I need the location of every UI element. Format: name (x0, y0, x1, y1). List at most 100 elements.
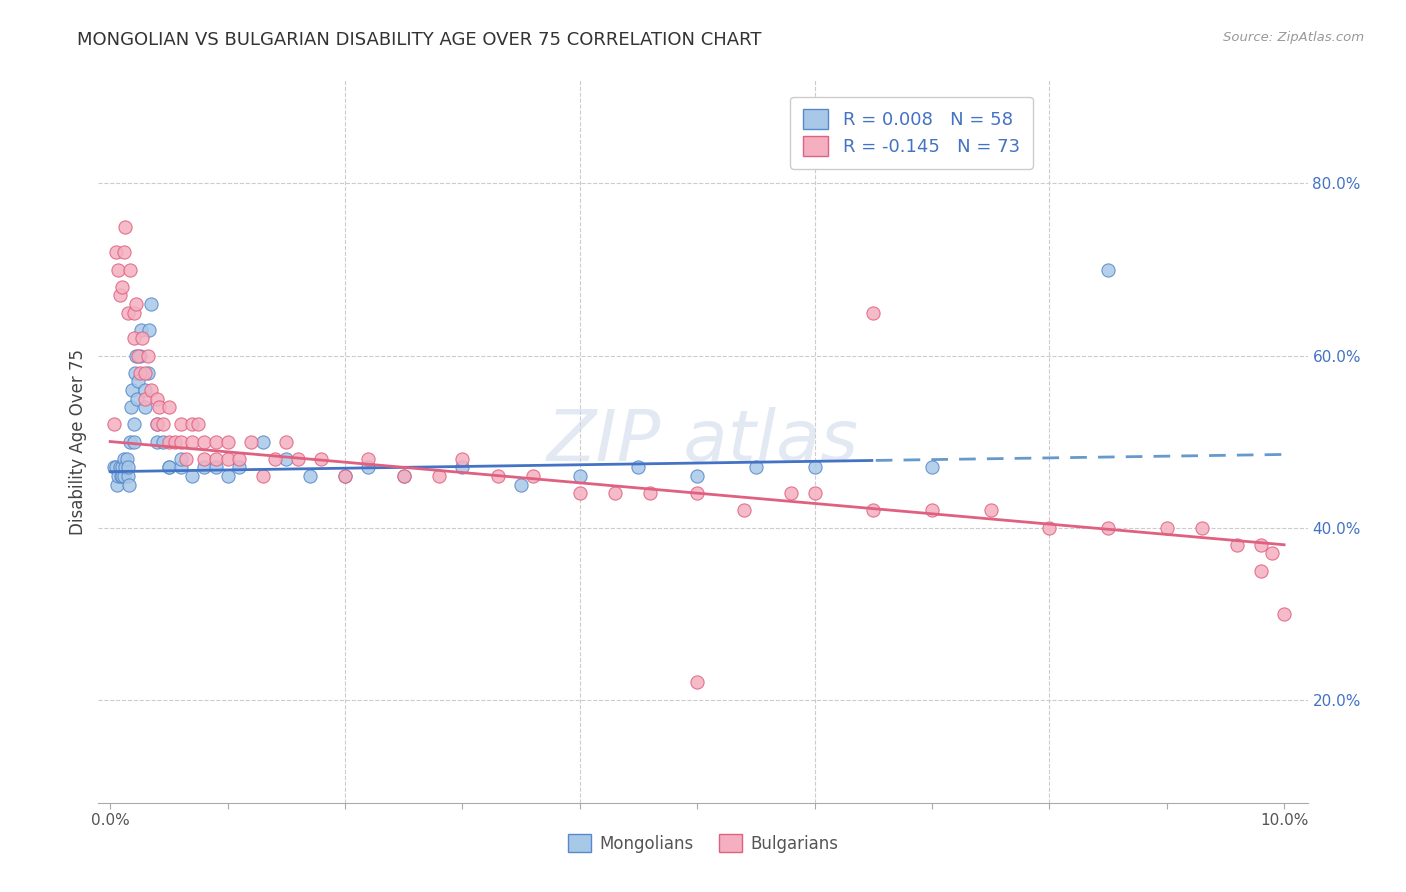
Point (146, 392, 169, 406)
Point (114, 219, 136, 234)
Point (128, 366, 150, 380)
Point (298, 469, 321, 483)
Point (146, 417, 169, 432)
Point (252, 434, 274, 449)
Point (157, 434, 180, 449)
Point (120, 262, 142, 277)
Point (228, 451, 250, 466)
Point (127, 375, 149, 389)
Point (136, 366, 159, 380)
Point (638, 486, 661, 500)
Point (181, 434, 204, 449)
Point (176, 451, 198, 466)
Point (204, 460, 226, 475)
Point (451, 451, 474, 466)
Point (1191, 520, 1213, 534)
Point (568, 469, 591, 483)
Point (204, 451, 226, 466)
Point (240, 434, 263, 449)
Point (745, 460, 768, 475)
Point (357, 451, 380, 466)
Text: MONGOLIAN VS BULGARIAN DISABILITY AGE OVER 75 CORRELATION CHART: MONGOLIAN VS BULGARIAN DISABILITY AGE OV… (77, 31, 762, 49)
Point (105, 477, 128, 491)
Point (111, 460, 134, 475)
Point (427, 469, 450, 483)
Point (686, 469, 709, 483)
Point (522, 469, 544, 483)
Point (1097, 262, 1119, 277)
Point (157, 400, 180, 414)
Point (121, 383, 143, 397)
Point (193, 451, 215, 466)
Text: ZIP atlas: ZIP atlas (547, 407, 859, 476)
Point (103, 460, 125, 475)
Point (287, 451, 309, 466)
Point (333, 469, 356, 483)
Point (103, 417, 125, 432)
Point (110, 469, 132, 483)
Point (1250, 564, 1272, 578)
Point (107, 262, 129, 277)
Point (603, 486, 626, 500)
Point (1250, 538, 1272, 552)
Point (146, 434, 169, 449)
Point (276, 434, 298, 449)
Point (1156, 520, 1178, 534)
Point (108, 288, 131, 302)
Point (686, 486, 709, 500)
Point (117, 305, 139, 319)
Point (129, 323, 152, 337)
Point (217, 469, 239, 483)
Point (111, 469, 134, 483)
Point (107, 469, 129, 483)
Point (568, 486, 591, 500)
Legend: Mongolians, Bulgarians: Mongolians, Bulgarians (561, 828, 845, 860)
Point (128, 349, 150, 363)
Point (862, 503, 884, 517)
Point (125, 297, 148, 311)
Point (127, 392, 149, 406)
Point (122, 434, 145, 449)
Point (148, 400, 170, 414)
Point (169, 460, 191, 475)
Point (217, 434, 239, 449)
Point (105, 245, 128, 260)
Y-axis label: Disability Age Over 75: Disability Age Over 75 (69, 349, 87, 534)
Point (780, 486, 803, 500)
Point (134, 383, 156, 397)
Point (118, 477, 141, 491)
Point (141, 383, 163, 397)
Point (980, 503, 1002, 517)
Point (157, 460, 180, 475)
Point (134, 392, 156, 406)
Point (124, 366, 146, 380)
Point (146, 417, 169, 432)
Point (112, 245, 135, 260)
Point (1272, 607, 1295, 621)
Point (141, 297, 163, 311)
Point (686, 675, 709, 690)
Point (169, 451, 191, 466)
Point (112, 451, 135, 466)
Point (111, 279, 134, 293)
Point (134, 400, 156, 414)
Point (163, 434, 186, 449)
Point (228, 460, 250, 475)
Point (193, 434, 215, 449)
Point (510, 477, 533, 491)
Point (392, 469, 415, 483)
Point (217, 451, 239, 466)
Point (921, 503, 943, 517)
Point (263, 451, 285, 466)
Point (921, 460, 943, 475)
Point (112, 469, 135, 483)
Point (627, 460, 650, 475)
Point (204, 434, 226, 449)
Text: Source: ZipAtlas.com: Source: ZipAtlas.com (1223, 31, 1364, 45)
Point (120, 400, 142, 414)
Point (122, 305, 145, 319)
Point (357, 460, 380, 475)
Point (181, 469, 204, 483)
Point (1097, 520, 1119, 534)
Point (181, 417, 204, 432)
